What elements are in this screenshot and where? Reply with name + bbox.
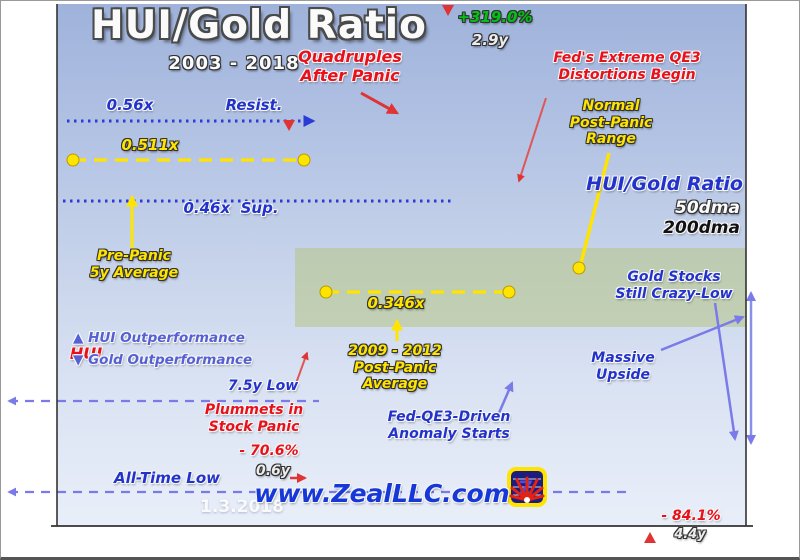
normal-post-panic-band	[295, 248, 746, 327]
annotation-gain-duration: 2.9y	[471, 31, 509, 49]
annotation-panic-loss: - 70.6%	[239, 443, 299, 459]
annotation-plummets: Plummets in Stock Panic	[204, 402, 304, 435]
annotation-bear-loss: - 84.1%	[661, 508, 721, 524]
bear-low-caret	[644, 532, 656, 543]
panic-low-arrow	[293, 351, 309, 390]
avg-dot	[297, 153, 311, 167]
legend-gold-outperformance: ▼ Gold Outperformance	[73, 352, 253, 368]
annotation-fed-anomaly: Fed-QE3-Driven Anomaly Starts	[387, 409, 511, 442]
massive-upside-arrow	[660, 315, 745, 352]
ratio-peak-caret	[442, 5, 454, 16]
annotation-gold-stocks: Gold Stocks Still Crazy-Low	[615, 269, 733, 302]
zeal-logo-icon: Z	[507, 467, 547, 507]
annotation-normal-range: Normal Post-Panic Range	[569, 98, 653, 148]
crazy-low-arrow	[713, 302, 739, 441]
legend-hui-outperformance: ▲ HUI Outperformance	[73, 330, 245, 346]
annotation-massive-upside: Massive Upside	[591, 350, 655, 383]
annotation-prepanic: Pre-Panic 5y Average	[89, 248, 179, 281]
avg-dot	[319, 285, 333, 299]
site-watermark: www.ZealLLC.com	[254, 479, 510, 508]
anomaly-arrow	[497, 381, 514, 414]
annotation-gain: +319.0%	[457, 8, 533, 26]
legend-ratio: HUI/Gold Ratio	[586, 173, 743, 195]
annotation-056x: 0.56x	[106, 96, 154, 114]
annotation-0346x: 0.346x	[367, 294, 425, 312]
qe3-distortions-arrow	[517, 97, 547, 183]
annotation-046x-sup: 0.46x Sup.	[183, 199, 279, 217]
page-title: HUI/Gold Ratio	[91, 3, 427, 48]
avg-dot	[66, 153, 80, 167]
down-triangle-icon: ▼	[73, 352, 84, 368]
legend-200dma: 200dma	[663, 218, 740, 238]
annotation-panic-duration: 0.6y	[256, 463, 290, 479]
normal-range-pointer	[579, 152, 611, 264]
annotation-resist: Resist.	[225, 96, 283, 114]
annotation-quadruples: Quadruples After Panic	[298, 47, 402, 85]
legend-hui: HUI	[69, 344, 103, 363]
chart-period: 2003 - 2018	[168, 53, 300, 74]
chart-date: 1.3.2018	[200, 497, 284, 517]
avg-dot	[502, 285, 516, 299]
annotation-postpanic-avg: 2009 - 2012 Post-Panic Average	[348, 343, 442, 393]
up-triangle-icon: ▲	[73, 330, 84, 346]
legend-50dma: 50dma	[674, 198, 740, 218]
annotation-feds-qe3: Fed's Extreme QE3 Distortions Begin	[553, 50, 701, 83]
quadruples-arrow	[360, 91, 400, 115]
normal-range-dot	[572, 261, 586, 275]
prepanic-peak-caret	[283, 120, 295, 131]
annotation-all-time-low: All-Time Low	[113, 469, 221, 487]
annotation-75y-low: 7.5y Low	[227, 378, 299, 394]
annotation-bear-duration: 4.4y	[674, 527, 706, 542]
annotation-0511x: 0.511x	[121, 136, 179, 154]
